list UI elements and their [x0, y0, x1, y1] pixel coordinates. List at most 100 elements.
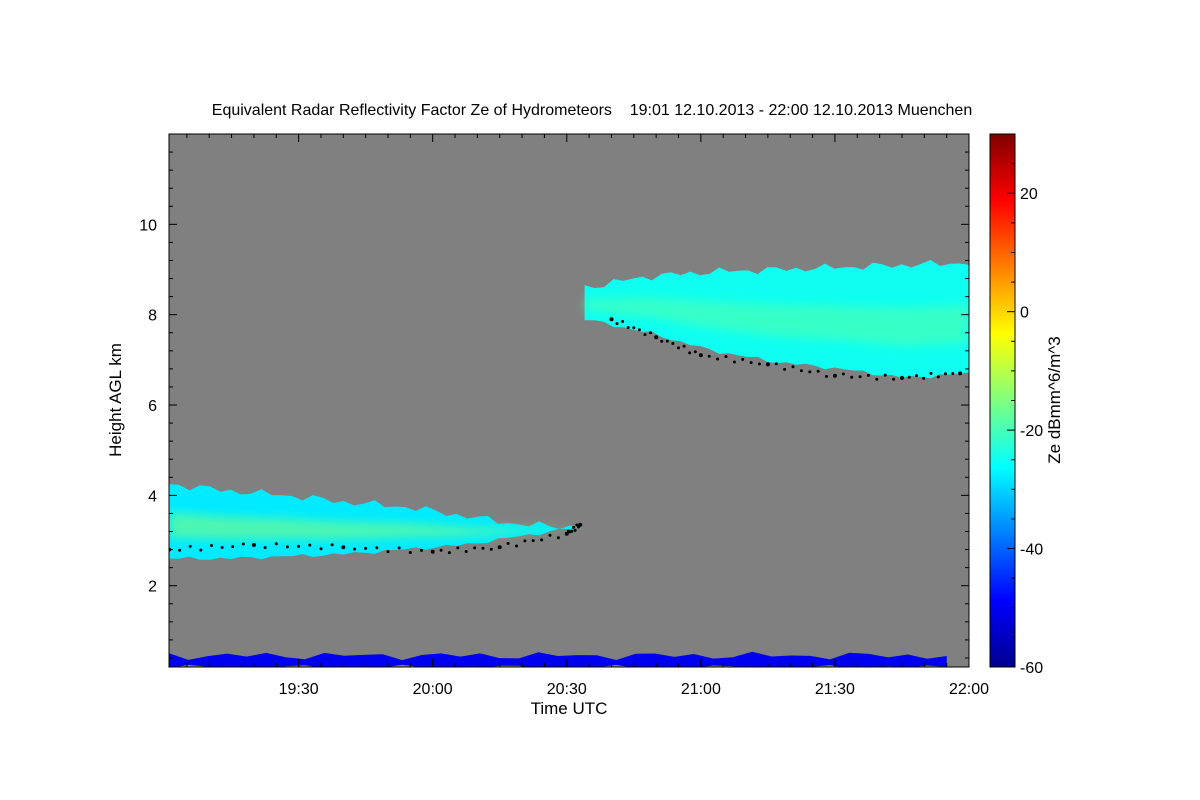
cloud-base-point [951, 372, 955, 375]
cloud-base-point [682, 344, 686, 348]
cloud-base-point [210, 544, 213, 547]
cloud-base-point [883, 373, 887, 377]
ceilometer-cloud-base [169, 317, 963, 555]
cloud-base-point [841, 372, 845, 376]
cloud-base-point [430, 549, 435, 554]
cloud-base-point [473, 546, 477, 550]
cloud-base-point [900, 375, 904, 380]
colorbar-tick-label: 20 [1020, 186, 1038, 203]
cloud-base-point [643, 333, 647, 337]
cloud-base-point [765, 362, 770, 367]
cloud-base-point [573, 528, 577, 532]
echo-region [169, 651, 947, 667]
cloud-base-point [178, 548, 182, 552]
cloud-base-point [832, 373, 837, 378]
cloud-base-point [741, 357, 745, 361]
cloud-base-point [308, 543, 312, 547]
y-tick-label: 2 [148, 579, 157, 596]
cloud-base-point [816, 369, 820, 373]
cloud-base-point [649, 331, 653, 335]
echo-region [169, 484, 581, 560]
cloud-base-point [531, 539, 535, 543]
cloud-base-point [572, 525, 575, 529]
cloud-base-point [732, 360, 736, 364]
cloud-base-point [575, 523, 579, 527]
colorbar-ticks: -60 -40 -20 0 20 [1007, 133, 1043, 677]
cloud-base-point [199, 548, 203, 552]
y-tick-label: 6 [148, 398, 157, 415]
cloud-base-point [677, 346, 680, 350]
cloud-base-point [353, 547, 356, 551]
cloud-base-point [922, 376, 926, 380]
cloud-base-point [688, 351, 692, 355]
cloud-base-point [456, 546, 460, 550]
cloud-base-point [808, 370, 812, 374]
cloud-base-point [892, 377, 896, 381]
cloud-base-point [420, 548, 423, 552]
cloud-base-point [506, 541, 510, 545]
cloud-base-point [936, 375, 940, 379]
cloud-base-point [570, 529, 574, 533]
plot-background [169, 134, 969, 667]
cloud-base-point [439, 548, 443, 552]
colorbar-title: Ze dBmm^6/m^3 [1045, 336, 1064, 463]
cloud-base-point [386, 550, 390, 554]
cloud-base-point [609, 317, 614, 322]
cloud-base-point [564, 531, 569, 536]
x-tick-label: 19:30 [279, 681, 319, 698]
cloud-base-point [540, 538, 544, 542]
cloud-base-point [866, 373, 870, 377]
x-tick-label: 21:00 [681, 681, 721, 698]
cloud-base-point [621, 320, 625, 323]
cloud-base-point [626, 326, 630, 329]
cloud-base-point [915, 374, 918, 378]
colorbar-tick-label: 0 [1020, 305, 1029, 322]
y-tick-label: 8 [148, 308, 157, 325]
cloud-base-point [548, 533, 552, 537]
cloud-base-point [698, 353, 703, 358]
cloud-base-point [693, 350, 697, 354]
x-axis-title: Time UTC [531, 699, 608, 718]
echo-region-core [584, 297, 969, 346]
x-axis: 19:30 20:00 20:30 21:00 21:30 22:00 [186, 134, 989, 698]
cloud-base-point [578, 522, 583, 527]
colorbar-tick-label: -60 [1020, 660, 1043, 677]
cloud-base-point [447, 551, 451, 555]
cloud-base-point [330, 543, 334, 547]
cloud-base-point [231, 545, 235, 549]
cloud-base-point [397, 546, 401, 550]
cloud-base-point [907, 375, 911, 379]
x-tick-label: 22:00 [949, 681, 989, 698]
cloud-base-point [716, 357, 720, 361]
cloud-base-point [758, 362, 761, 366]
cloud-base-point [929, 371, 933, 375]
cloud-base-point [632, 326, 636, 330]
cloud-base-point [364, 546, 368, 550]
cloud-base-point [875, 377, 879, 381]
cloud-base-point [251, 543, 256, 547]
chart-title: Equivalent Radar Reflectivity Factor Ze … [212, 102, 972, 119]
x-tick-label: 20:30 [547, 681, 587, 698]
cloud-base-point [341, 545, 346, 550]
cloud-base-point [241, 542, 245, 546]
cloud-base-point [707, 354, 711, 358]
y-tick-label: 4 [148, 488, 157, 505]
cloud-base-point [464, 550, 468, 553]
cloud-base-point [481, 546, 485, 550]
cloud-base-point [749, 361, 753, 365]
cloud-base-point [375, 546, 379, 550]
cloud-base-point [791, 365, 795, 369]
cloud-base-point [497, 545, 502, 550]
cloud-base-point [660, 339, 664, 343]
cloud-base-point [285, 545, 289, 549]
colorbar-tick-label: -40 [1020, 542, 1043, 559]
x-tick-label: 20:00 [413, 681, 453, 698]
cloud-base-point [319, 547, 323, 551]
cloud-base-point [220, 546, 224, 549]
cloud-base-point [408, 551, 412, 554]
cloud-base-point [858, 375, 862, 379]
cloud-base-point [799, 369, 803, 373]
cloud-base-point [671, 342, 675, 345]
cloud-base-point [615, 322, 619, 326]
